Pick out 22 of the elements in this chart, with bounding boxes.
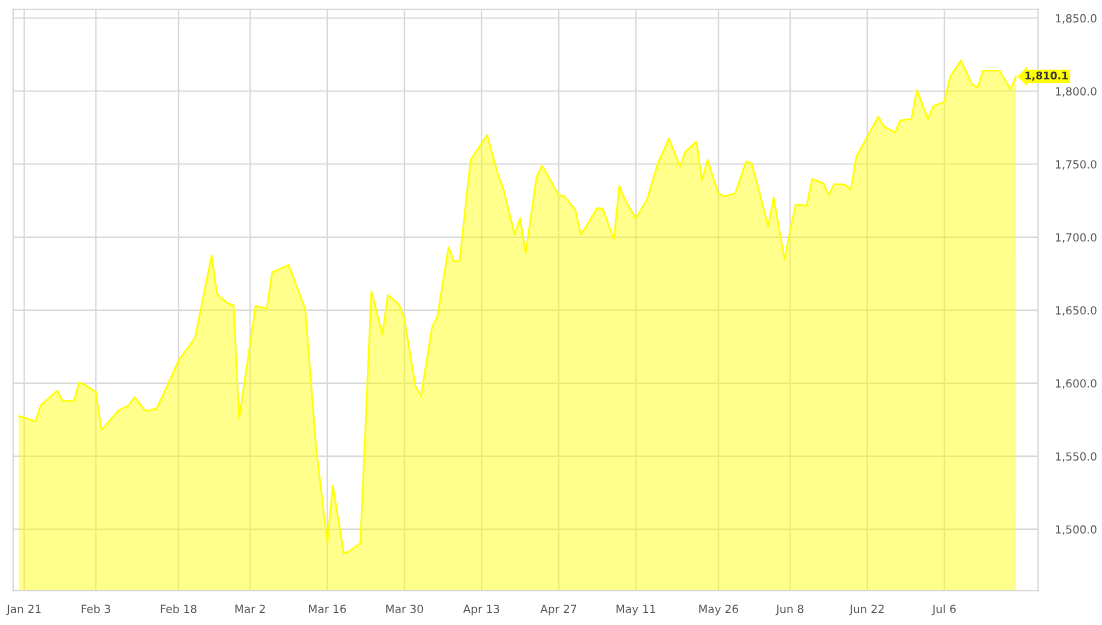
x-tick-label: Feb 18 bbox=[160, 604, 197, 614]
y-tick-label: 1,800.0 bbox=[1055, 87, 1097, 97]
x-tick-label: Apr 13 bbox=[463, 604, 500, 616]
y-tick-label: 1,500.0 bbox=[1055, 525, 1097, 535]
y-tick-label: 1,550.0 bbox=[1055, 452, 1097, 462]
x-tick-label: Apr 27 bbox=[540, 604, 577, 616]
x-tick-label: Feb 3 bbox=[81, 604, 111, 614]
x-tick-label: May 26 bbox=[699, 604, 739, 616]
x-tick-label: Jun 8 bbox=[775, 604, 804, 616]
x-tick-label: Mar 2 bbox=[235, 604, 265, 614]
x-tick-label: Jun 22 bbox=[849, 604, 884, 616]
x-tick-label: Mar 30 bbox=[386, 604, 424, 614]
x-tick-label: Jul 6 bbox=[931, 604, 956, 616]
y-tick-label: 1,850.0 bbox=[1055, 14, 1097, 24]
data-label: 1,810.1 bbox=[1025, 71, 1068, 81]
x-tick-label: Mar 16 bbox=[309, 604, 346, 614]
y-tick-label: 1,650.0 bbox=[1055, 306, 1097, 316]
x-tick-label: May 11 bbox=[616, 604, 656, 616]
x-tick-label: Jan 21 bbox=[6, 604, 41, 616]
y-tick-label: 1,750.0 bbox=[1055, 160, 1097, 170]
y-tick-label: 1,600.0 bbox=[1055, 379, 1097, 389]
y-tick-label: 1,700.0 bbox=[1055, 233, 1097, 243]
